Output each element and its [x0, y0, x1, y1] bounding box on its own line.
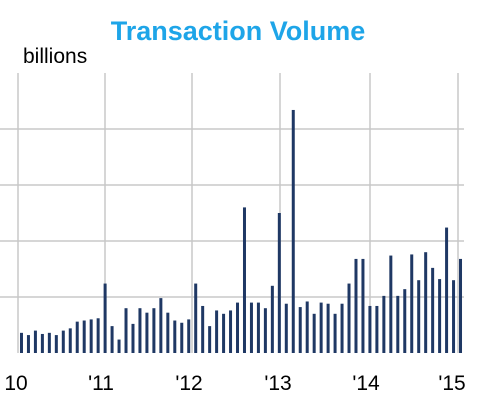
- bar-63: [459, 258, 463, 353]
- bar-22: [173, 320, 177, 353]
- bar-20: [159, 298, 163, 353]
- bar-45: [333, 313, 337, 353]
- bar-42: [312, 313, 316, 353]
- bar-26: [201, 305, 205, 353]
- bar-17: [138, 308, 142, 353]
- bar-60: [438, 279, 442, 353]
- y-axis-unit-label: billions: [23, 45, 87, 68]
- bar-53: [389, 255, 393, 353]
- bar-7: [68, 328, 72, 353]
- bar-48: [354, 258, 358, 353]
- bar-1: [26, 335, 30, 353]
- bar-54: [396, 295, 400, 353]
- bar-61: [445, 227, 449, 353]
- bar-50: [368, 305, 372, 353]
- x-tick-label-0: 10: [4, 372, 27, 395]
- bar-52: [382, 295, 386, 353]
- x-tick-label-5: '15: [438, 372, 465, 395]
- bar-62: [452, 280, 456, 353]
- bar-0: [19, 332, 23, 353]
- bars: [19, 109, 463, 354]
- bar-12: [103, 283, 107, 353]
- x-tick-label-4: '14: [352, 372, 380, 395]
- gridlines: [0, 73, 464, 353]
- bar-38: [284, 303, 288, 353]
- x-tick-label-2: '12: [175, 372, 202, 395]
- bar-36: [270, 285, 274, 353]
- bar-27: [208, 326, 212, 353]
- bar-57: [417, 280, 421, 353]
- bar-51: [375, 305, 379, 353]
- bar-4: [47, 332, 51, 353]
- bar-43: [319, 302, 323, 353]
- bar-49: [361, 258, 365, 353]
- bar-47: [347, 283, 351, 353]
- bar-41: [305, 301, 309, 353]
- bar-59: [431, 267, 435, 353]
- bar-40: [298, 307, 302, 353]
- x-axis-tick-labels: 10 '11 '12 '13 '14 '15: [4, 372, 465, 395]
- bar-32: [242, 207, 246, 353]
- bar-37: [277, 213, 281, 353]
- bar-33: [249, 302, 253, 353]
- bar-25: [194, 283, 198, 353]
- bar-16: [131, 323, 135, 353]
- bar-34: [256, 302, 260, 353]
- bar-24: [187, 319, 191, 353]
- bar-29: [222, 313, 226, 353]
- bar-9: [82, 320, 86, 353]
- chart-title: Transaction Volume: [111, 16, 366, 46]
- bar-18: [145, 312, 149, 353]
- bar-56: [410, 254, 414, 353]
- bar-55: [403, 289, 407, 353]
- bar-44: [326, 303, 330, 353]
- bar-21: [166, 312, 170, 353]
- bar-30: [229, 310, 233, 353]
- bar-46: [340, 303, 344, 353]
- bar-35: [263, 308, 267, 353]
- bar-6: [61, 330, 65, 353]
- x-tick-label-1: '11: [88, 372, 114, 395]
- bar-13: [110, 326, 114, 353]
- bar-23: [180, 322, 184, 353]
- bar-2: [33, 330, 37, 353]
- bar-19: [152, 308, 156, 353]
- bar-8: [75, 321, 79, 353]
- bar-39: [291, 109, 295, 354]
- bar-31: [236, 302, 240, 353]
- bar-3: [40, 333, 44, 353]
- bar-15: [124, 308, 128, 353]
- x-tick-label-3: '13: [264, 372, 291, 395]
- bar-14: [117, 339, 121, 353]
- bar-10: [89, 319, 93, 353]
- bar-11: [96, 318, 100, 353]
- bar-5: [54, 335, 58, 353]
- bar-28: [215, 310, 219, 353]
- bar-58: [424, 252, 428, 353]
